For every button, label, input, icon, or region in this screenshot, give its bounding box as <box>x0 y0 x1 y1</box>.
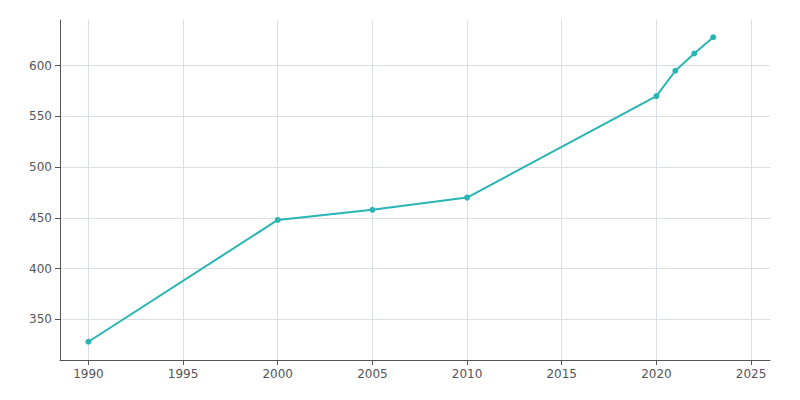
svg-text:2025: 2025 <box>736 367 767 381</box>
svg-text:550: 550 <box>29 109 52 123</box>
svg-text:2015: 2015 <box>546 367 577 381</box>
svg-text:400: 400 <box>29 262 52 276</box>
svg-text:2020: 2020 <box>641 367 672 381</box>
svg-text:1995: 1995 <box>168 367 199 381</box>
svg-text:450: 450 <box>29 211 52 225</box>
svg-text:2005: 2005 <box>357 367 388 381</box>
svg-text:2010: 2010 <box>452 367 483 381</box>
svg-text:600: 600 <box>29 59 52 73</box>
svg-text:350: 350 <box>29 312 52 326</box>
svg-text:2000: 2000 <box>262 367 293 381</box>
svg-text:500: 500 <box>29 160 52 174</box>
svg-text:1990: 1990 <box>73 367 104 381</box>
